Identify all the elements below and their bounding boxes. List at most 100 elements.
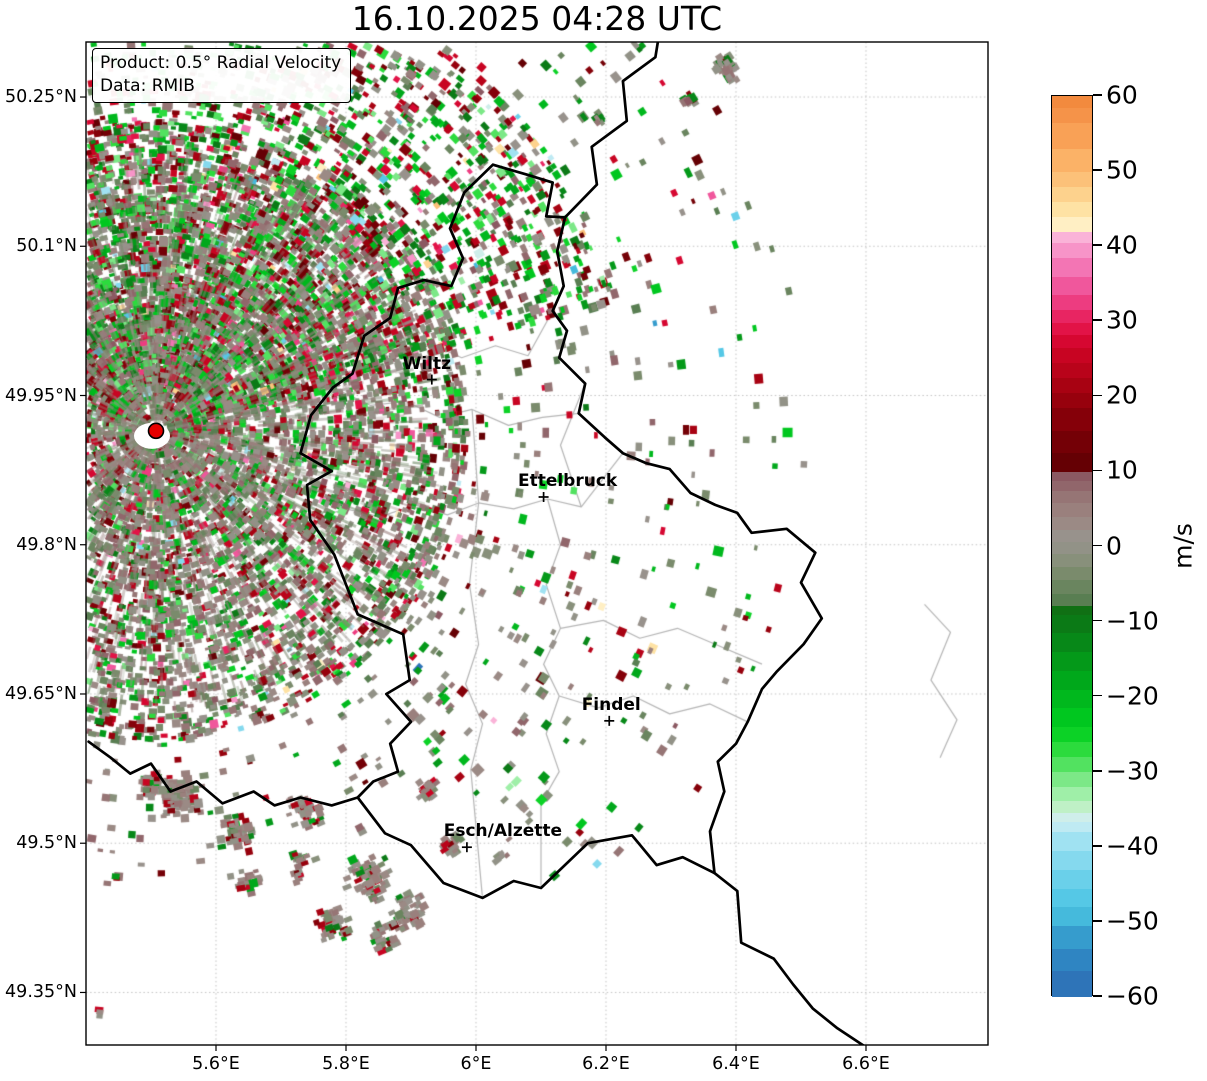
- colorbar-band: [1052, 579, 1092, 594]
- colorbar-band: [1052, 334, 1092, 348]
- colorbar-tick-mark: [1093, 845, 1102, 847]
- city-label-eschalzette: Esch/Alzette: [443, 821, 563, 842]
- lat-tick-label: 49.35°N: [5, 982, 77, 1003]
- colorbar-band: [1052, 377, 1092, 394]
- colorbar-tick-label: 20: [1106, 380, 1138, 410]
- colorbar-band: [1052, 632, 1092, 653]
- lat-tick-label: 50.1°N: [16, 236, 77, 257]
- colorbar-band: [1052, 529, 1092, 543]
- colorbar-band: [1052, 756, 1092, 773]
- colorbar-tick-mark: [1093, 544, 1102, 547]
- colorbar-tick-mark: [1093, 920, 1102, 922]
- colorbar-tick-mark: [1093, 619, 1102, 622]
- colorbar-band: [1052, 614, 1092, 634]
- colorbar-band: [1052, 231, 1092, 243]
- colorbar-tick-mark: [1093, 244, 1102, 246]
- colorbar-band: [1052, 605, 1092, 615]
- colorbar-band: [1052, 888, 1092, 908]
- lat-tick-label: 50.25°N: [5, 87, 77, 108]
- lat-tick-label: 49.8°N: [16, 534, 77, 555]
- colorbar-band: [1052, 786, 1092, 801]
- colorbar-band: [1052, 148, 1092, 172]
- colorbar-tick-mark: [1093, 94, 1102, 96]
- colorbar-band: [1052, 948, 1092, 972]
- city-label-ettelbruck: Ettelbruck: [517, 470, 618, 491]
- colorbar-tick-label: −10: [1106, 606, 1159, 636]
- colorbar-band: [1052, 906, 1092, 927]
- lon-tick-label: 5.6°E: [192, 1054, 240, 1074]
- colorbar-tick-mark: [1093, 769, 1102, 772]
- city-label-wiltz: Wiltz: [402, 353, 452, 374]
- colorbar-band: [1052, 392, 1092, 409]
- colorbar: [1051, 95, 1093, 998]
- city-marker-cross: [604, 715, 615, 726]
- city-marker-cross: [426, 374, 437, 385]
- colorbar-band: [1052, 107, 1092, 123]
- colorbar-band: [1052, 541, 1092, 555]
- colorbar-band: [1052, 294, 1092, 311]
- colorbar-tick-mark: [1093, 694, 1102, 697]
- product-line: Product: 0.5° Radial Velocity: [100, 53, 342, 73]
- colorbar-band: [1052, 821, 1092, 833]
- colorbar-tick-mark: [1093, 469, 1102, 472]
- colorbar-band: [1052, 362, 1092, 379]
- colorbar-band: [1052, 309, 1092, 324]
- colorbar-band: [1052, 741, 1092, 758]
- colorbar-tick-label: −20: [1106, 681, 1159, 711]
- colorbar-tick-label: 50: [1106, 155, 1138, 185]
- city-marker-cross: [461, 842, 472, 853]
- country-border-line: [87, 740, 360, 807]
- colorbar-tick-label: −30: [1106, 756, 1159, 786]
- colorbar-band: [1052, 593, 1092, 606]
- colorbar-band: [1052, 970, 1092, 998]
- radar-site-dot: [147, 422, 165, 440]
- colorbar-band: [1052, 726, 1092, 743]
- plot-frame: [85, 41, 989, 1046]
- colorbar-band: [1052, 96, 1092, 108]
- country-border-line: [713, 871, 866, 1045]
- colorbar-band: [1052, 171, 1092, 187]
- colorbar-band: [1052, 689, 1092, 709]
- colorbar-band: [1052, 502, 1092, 517]
- colorbar-band: [1052, 257, 1092, 277]
- colorbar-band: [1052, 490, 1092, 504]
- colorbar-tick-label: 60: [1106, 80, 1138, 110]
- colorbar-band: [1052, 925, 1092, 949]
- colorbar-tick-mark: [1093, 995, 1102, 997]
- colorbar-tick-label: 0: [1106, 531, 1122, 560]
- colorbar-tick-label: 10: [1106, 455, 1138, 485]
- colorbar-tick-mark: [1093, 319, 1102, 322]
- colorbar-band: [1052, 242, 1092, 258]
- product-info-box: Product: 0.5° Radial Velocity Data: RMIB: [92, 48, 352, 103]
- colorbar-unit-label: m/s: [1168, 523, 1198, 569]
- colorbar-band: [1052, 186, 1092, 202]
- data-source-line: Data: RMIB: [100, 75, 195, 96]
- lat-tick-label: 49.65°N: [5, 683, 77, 704]
- lon-tick-label: 6°E: [460, 1054, 492, 1074]
- colorbar-band: [1052, 322, 1092, 336]
- colorbar-band: [1052, 276, 1092, 296]
- colorbar-band: [1052, 480, 1092, 492]
- colorbar-band: [1052, 707, 1092, 728]
- colorbar-band: [1052, 554, 1092, 567]
- colorbar-tick-mark: [1093, 169, 1102, 171]
- colorbar-band: [1052, 670, 1092, 690]
- colorbar-band: [1052, 850, 1092, 870]
- colorbar-band: [1052, 347, 1092, 364]
- colorbar-band: [1052, 407, 1092, 431]
- country-borders: [87, 42, 866, 1045]
- colorbar-tick-mark: [1093, 394, 1102, 397]
- lon-tick-label: 6.6°E: [842, 1054, 890, 1074]
- lon-tick-label: 6.4°E: [712, 1054, 760, 1074]
- colorbar-band: [1052, 452, 1092, 472]
- colorbar-band: [1052, 471, 1092, 481]
- country-border-line: [299, 163, 824, 900]
- colorbar-tick-label: −50: [1106, 906, 1159, 936]
- colorbar-tick-label: −60: [1106, 981, 1159, 1011]
- colorbar-tick-label: 40: [1106, 230, 1138, 260]
- colorbar-band: [1052, 651, 1092, 671]
- city-label-findel: Findel: [581, 694, 641, 715]
